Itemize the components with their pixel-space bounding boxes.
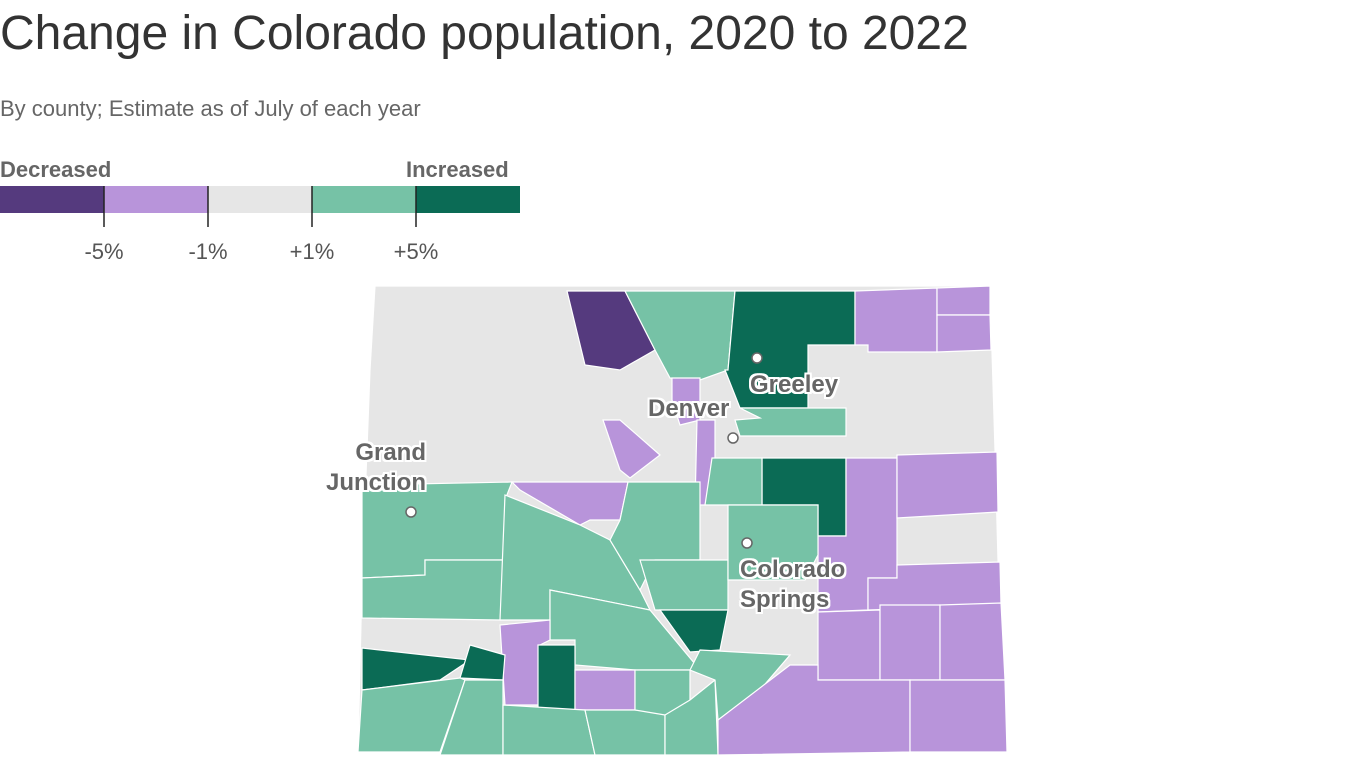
county: [671, 377, 701, 426]
county: [602, 419, 661, 479]
county: [537, 644, 576, 711]
county: [584, 709, 666, 756]
county: [658, 609, 729, 653]
county: [936, 285, 991, 316]
city-label: Colorado Springs: [740, 556, 846, 613]
county: [896, 451, 999, 519]
legend: -5% -1% +1% +5%: [0, 186, 520, 264]
legend-swatch: [208, 186, 312, 213]
county: [854, 287, 938, 353]
county: [727, 504, 819, 581]
city-dots: [405, 352, 763, 549]
county: [639, 559, 729, 611]
legend-swatch: [312, 186, 416, 213]
county: [939, 602, 1006, 681]
county: [664, 678, 719, 756]
legend-swatch: [416, 186, 520, 213]
county: [502, 704, 596, 756]
city-label: Greeley: [750, 371, 839, 398]
county: [879, 604, 941, 681]
county: [936, 314, 992, 353]
legend-tick-label: -1%: [188, 239, 227, 264]
legend-high-label: Increased: [406, 157, 509, 182]
legend-tick-label: +5%: [394, 239, 439, 264]
county: [717, 664, 911, 756]
counties: [357, 285, 1008, 756]
county: [817, 609, 881, 681]
city-label: Denver: [648, 395, 730, 422]
city-dot: [751, 352, 763, 364]
city-label: Grand Junction: [326, 439, 426, 496]
county: [574, 669, 636, 711]
county: [704, 457, 763, 506]
county: [734, 407, 847, 437]
legend-swatch: [0, 186, 104, 213]
subtitle: By county; Estimate as of July of each y…: [0, 96, 421, 121]
title: Change in Colorado population, 2020 to 2…: [0, 7, 969, 60]
legend-tick-label: -5%: [84, 239, 123, 264]
legend-swatch: [104, 186, 208, 213]
city-dot: [727, 432, 739, 444]
county: [549, 589, 702, 671]
legend-low-label: Decreased: [0, 157, 112, 182]
legend-tick-label: +1%: [290, 239, 335, 264]
city-dot: [405, 506, 417, 518]
county: [909, 679, 1008, 753]
county: [566, 290, 656, 371]
city-dot: [741, 537, 753, 549]
